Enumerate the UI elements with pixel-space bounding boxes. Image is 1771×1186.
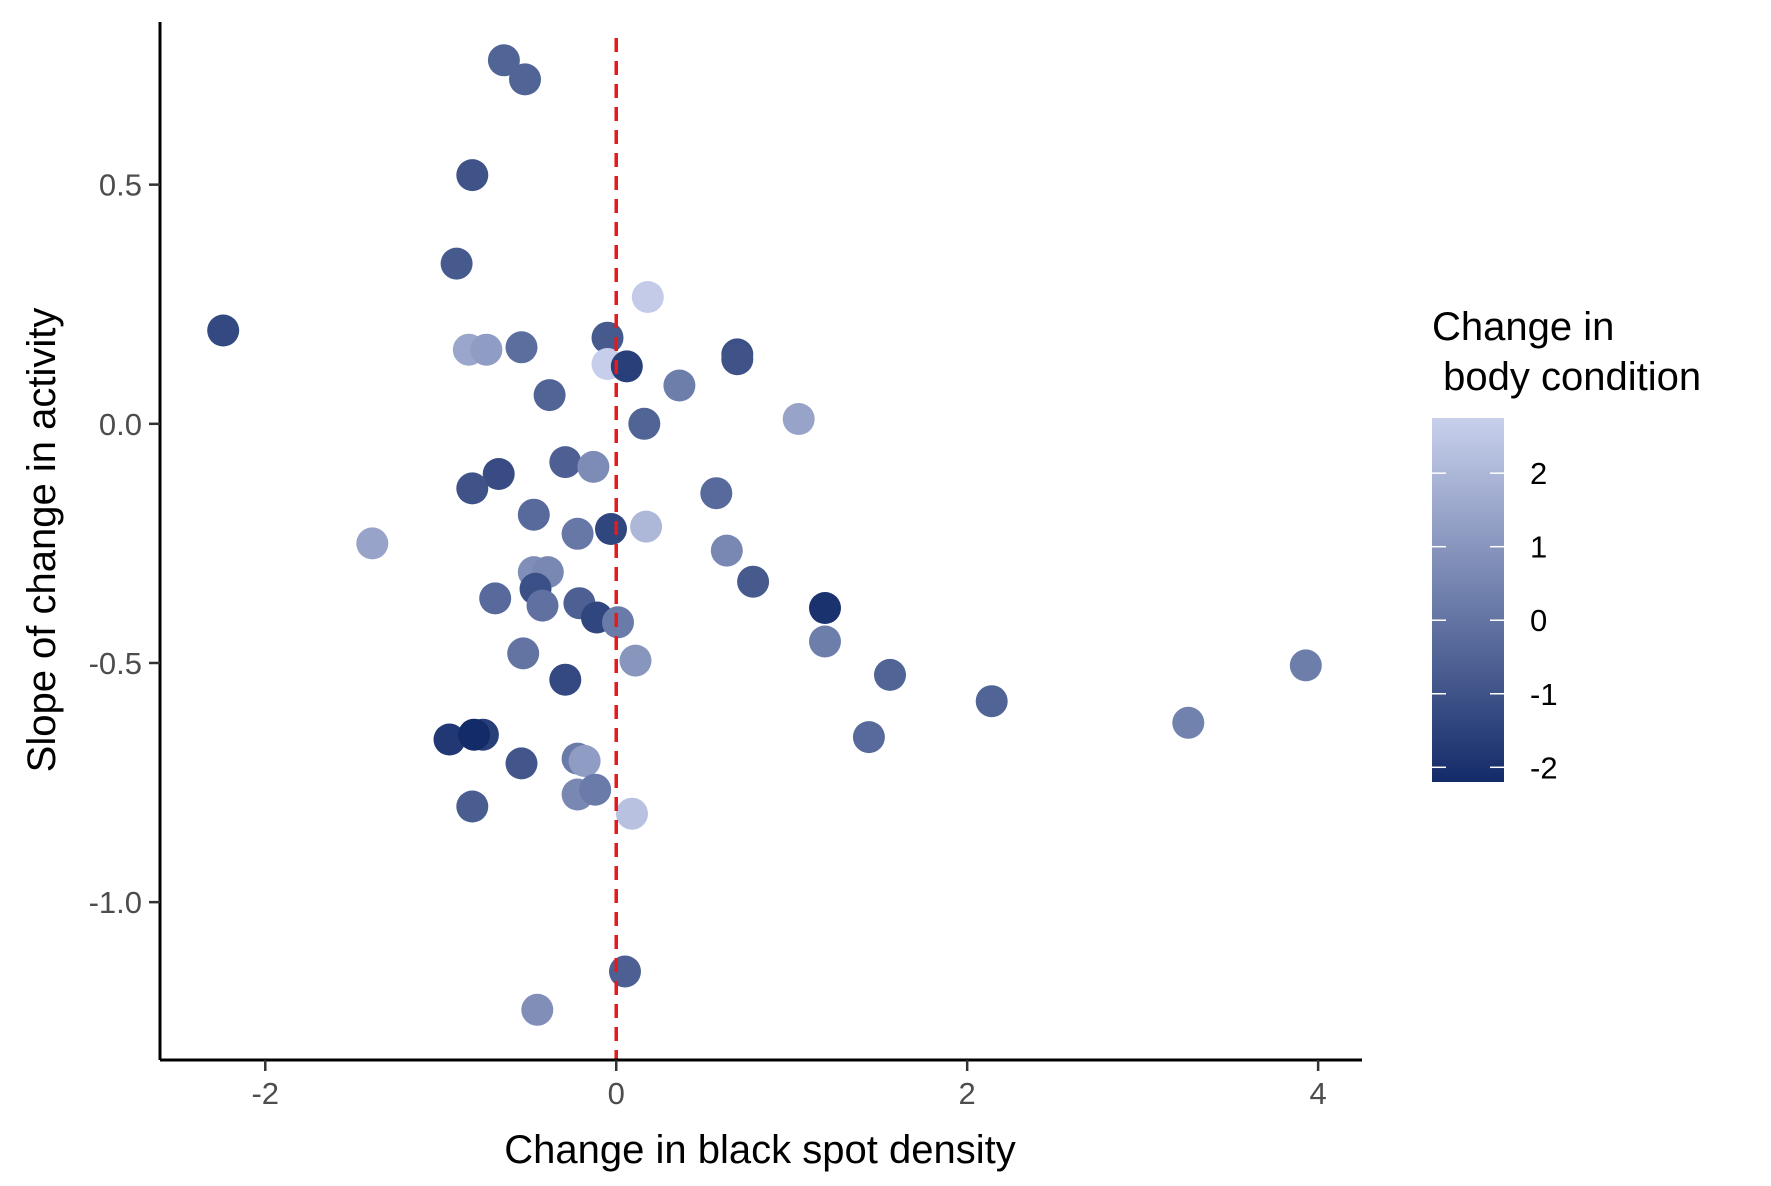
data-point xyxy=(433,723,466,756)
data-point xyxy=(505,331,538,364)
data-point xyxy=(616,797,648,830)
colorbar-ticks: 2 1 0 -1 -2 xyxy=(1432,456,1558,785)
data-point xyxy=(456,790,489,823)
data-point xyxy=(631,281,664,313)
data-point xyxy=(505,747,538,780)
colorbar-tick-label: 2 xyxy=(1530,456,1547,491)
colorbar-tick-label: 0 xyxy=(1530,603,1547,638)
data-points xyxy=(207,44,1322,1026)
data-point xyxy=(700,477,733,510)
data-point xyxy=(356,527,389,560)
data-point xyxy=(595,513,627,545)
data-point xyxy=(782,403,815,435)
data-point xyxy=(975,685,1008,718)
data-point xyxy=(809,625,841,658)
data-point xyxy=(568,745,601,777)
data-point xyxy=(579,773,612,806)
data-point xyxy=(509,63,541,96)
data-point xyxy=(470,333,503,366)
data-point xyxy=(609,955,641,988)
data-point xyxy=(1289,649,1322,682)
color-legend: Change in body condition 2 1 0 -1 -2 xyxy=(1432,305,1701,785)
data-point xyxy=(521,993,554,1026)
y-axis-title: Slope of change in activity xyxy=(20,308,64,773)
data-point xyxy=(874,658,906,691)
data-point xyxy=(549,663,582,696)
legend-title-line-2: body condition xyxy=(1432,355,1701,399)
x-axis-title: Change in black spot density xyxy=(504,1128,1015,1172)
legend-title-line-1: Change in xyxy=(1432,305,1614,349)
data-point xyxy=(549,446,582,479)
data-point xyxy=(440,247,473,280)
data-point xyxy=(561,517,594,550)
data-point xyxy=(458,718,491,751)
data-point xyxy=(610,350,643,383)
y-axis-ticks: -1.0 -0.5 0.0 0.5 xyxy=(89,168,160,920)
x-tick-label: 2 xyxy=(959,1076,976,1111)
data-point xyxy=(479,582,512,615)
data-point xyxy=(602,606,634,639)
data-point xyxy=(710,534,743,567)
data-point xyxy=(533,379,566,412)
x-tick-label: -2 xyxy=(251,1076,279,1111)
data-point xyxy=(482,458,515,490)
data-point xyxy=(456,472,489,505)
data-point xyxy=(628,407,661,440)
x-axis-ticks: -2 0 2 4 xyxy=(251,1060,1327,1111)
colorbar-tick-label: -1 xyxy=(1530,677,1558,712)
data-point xyxy=(507,637,540,670)
data-point xyxy=(487,44,520,77)
y-tick-label: -0.5 xyxy=(89,646,142,681)
data-point xyxy=(852,721,885,754)
data-point xyxy=(619,644,652,677)
colorbar-tick-label: 1 xyxy=(1530,530,1547,565)
y-tick-label: 0.5 xyxy=(99,168,142,203)
data-point xyxy=(526,589,559,622)
data-point xyxy=(456,159,489,192)
x-tick-label: 4 xyxy=(1310,1076,1327,1111)
data-point xyxy=(517,498,550,531)
data-point xyxy=(577,450,610,483)
data-point xyxy=(809,592,841,624)
colorbar-tick-label: -2 xyxy=(1530,750,1558,785)
data-point xyxy=(1172,706,1205,739)
x-tick-label: 0 xyxy=(608,1076,625,1111)
colorbar xyxy=(1432,418,1504,782)
data-point xyxy=(721,343,754,376)
data-point xyxy=(207,314,240,347)
y-tick-label: -1.0 xyxy=(89,885,142,920)
y-tick-label: 0.0 xyxy=(99,407,142,442)
data-point xyxy=(630,510,663,543)
data-point xyxy=(737,565,770,598)
data-point xyxy=(663,369,696,402)
